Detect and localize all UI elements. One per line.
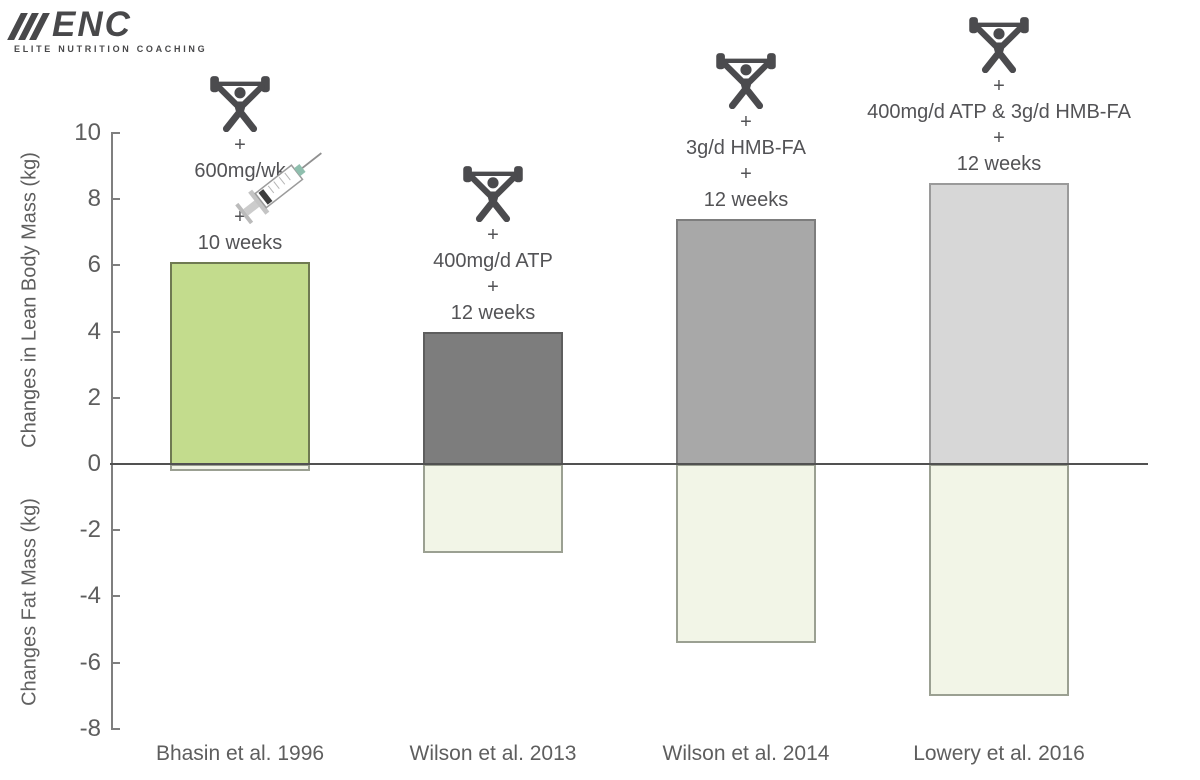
y-tick-label: 2 bbox=[87, 383, 101, 411]
weightlifter-icon bbox=[210, 76, 270, 133]
plus-label: + bbox=[234, 134, 246, 157]
y-tick-label: -6 bbox=[79, 648, 101, 676]
y-tick-label: 8 bbox=[87, 185, 101, 213]
y-tick bbox=[111, 529, 120, 532]
y-axis-title-lean-mass: Changes in Lean Body Mass (kg) bbox=[18, 152, 41, 448]
y-tick bbox=[111, 198, 120, 201]
plus-label: + bbox=[740, 111, 752, 134]
bar-negative bbox=[423, 464, 563, 554]
logo-brand: ENC bbox=[52, 5, 132, 44]
bar-positive bbox=[423, 331, 563, 465]
logo-tagline: ELITE NUTRITION COACHING bbox=[14, 44, 208, 54]
annotation-line: 12 weeks bbox=[956, 152, 1042, 175]
y-tick-label: -4 bbox=[79, 582, 101, 610]
annotation-line: 400mg/d ATP & 3g/d HMB-FA bbox=[867, 100, 1131, 123]
bar-positive bbox=[170, 262, 310, 465]
y-tick-label: -8 bbox=[79, 714, 101, 742]
weightlifter-icon bbox=[716, 53, 776, 110]
annotation-column: +600mg/wk +10 weeks bbox=[60, 76, 420, 256]
annotation-line: 3g/d HMB-FA bbox=[685, 137, 807, 160]
y-tick bbox=[111, 264, 120, 267]
plus-label: + bbox=[487, 223, 499, 246]
annotation-line: 10 weeks bbox=[197, 232, 283, 255]
plus-label: + bbox=[740, 163, 752, 186]
syringe-icon bbox=[235, 152, 322, 225]
y-tick bbox=[111, 396, 120, 399]
syringe-icon-wrap bbox=[232, 144, 332, 225]
logo-slashes-icon bbox=[7, 13, 50, 40]
weightlifter-icon bbox=[463, 165, 523, 222]
plus-label: + bbox=[993, 126, 1005, 149]
y-axis-title-fat-mass: Changes Fat Mass (kg) bbox=[18, 498, 41, 706]
y-tick bbox=[111, 330, 120, 333]
annotation-column: +3g/d HMB-FA +12 weeks bbox=[566, 53, 926, 213]
y-tick bbox=[111, 132, 120, 134]
zero-axis-line bbox=[110, 463, 1148, 465]
enc-logo: ENC ELITE NUTRITION COACHING bbox=[7, 5, 208, 54]
plus-label: + bbox=[234, 206, 246, 229]
y-tick-label: 6 bbox=[87, 251, 101, 279]
x-axis-label: Bhasin et al. 1996 bbox=[155, 742, 325, 765]
annotation-column: +400mg/d ATP & 3g/d HMB-FA +12 weeks bbox=[819, 16, 1179, 177]
y-tick bbox=[111, 661, 120, 664]
annotation-line: 12 weeks bbox=[703, 189, 789, 212]
x-axis-label: Wilson et al. 2014 bbox=[662, 742, 830, 765]
annotation-line: 12 weeks bbox=[450, 301, 536, 324]
y-tick bbox=[111, 595, 120, 598]
x-axis-label: Lowery et al. 2016 bbox=[913, 742, 1085, 765]
y-tick-label: 4 bbox=[87, 317, 101, 345]
bar-negative bbox=[676, 464, 816, 643]
annotation-line: 600mg/wk bbox=[194, 160, 286, 183]
bar-negative bbox=[929, 464, 1069, 696]
weightlifter-icon bbox=[969, 16, 1029, 73]
bar-positive bbox=[929, 182, 1069, 465]
x-axis-label: Wilson et al. 2013 bbox=[409, 742, 577, 765]
y-tick-label: 0 bbox=[87, 450, 101, 477]
y-tick bbox=[111, 727, 120, 730]
y-tick-label: 10 bbox=[74, 119, 101, 146]
y-axis-line bbox=[111, 133, 113, 729]
bar-positive bbox=[676, 219, 816, 465]
annotation-line: 400mg/d ATP bbox=[433, 249, 553, 272]
plus-label: + bbox=[993, 74, 1005, 97]
annotation-column: +400mg/d ATP +12 weeks bbox=[313, 165, 673, 326]
plus-label: + bbox=[487, 275, 499, 298]
y-tick-label: -2 bbox=[79, 516, 101, 544]
